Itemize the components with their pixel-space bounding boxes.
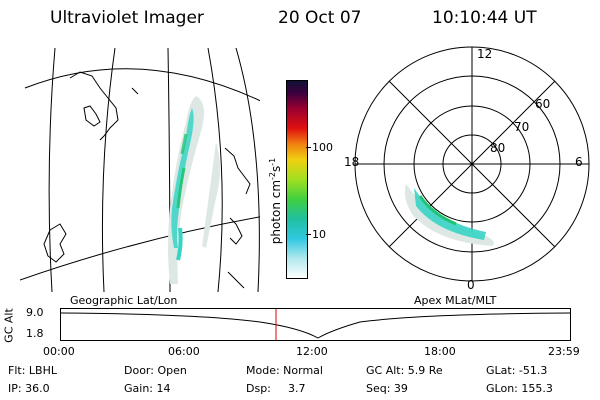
timeline-xtick: 00:00	[43, 345, 75, 358]
mode-info: Mode: Normal	[246, 364, 323, 377]
geographic-caption: Geographic Lat/Lon	[70, 294, 178, 307]
mlat-label-60: 60	[535, 97, 550, 111]
gc-alt-info: GC Alt: 5.9 Re	[366, 364, 443, 377]
timeline-axis-label: GC Alt	[2, 308, 16, 343]
mlt-label-bottom: 0	[467, 278, 475, 292]
timeline-xtick: 12:00	[296, 345, 328, 358]
ip-info: IP: 36.0	[8, 382, 50, 395]
door-info: Door: Open	[124, 364, 187, 377]
timeline-xtick: 23:59	[548, 345, 580, 358]
timeline-ylabel-max: 9.0	[26, 306, 44, 319]
coastline	[224, 147, 251, 195]
orbit-timeline	[60, 308, 571, 341]
aurora-geographic	[168, 96, 220, 284]
coastline	[131, 87, 139, 95]
mlt-label-left: 18	[344, 155, 359, 169]
map-grid-line	[48, 48, 56, 292]
seq-info: Seq: 39	[366, 382, 408, 395]
colorbar-tick-label: 100	[312, 141, 333, 154]
altitude-curve	[60, 312, 571, 339]
polar-plot: 12 18 6 0 60 70 80	[344, 46, 590, 292]
polar-spoke	[388, 80, 556, 248]
aurora-magnetic	[404, 184, 494, 246]
gain-info: Gain: 14	[124, 382, 171, 395]
geographic-map	[20, 48, 260, 292]
coastline	[43, 223, 67, 263]
coastline	[83, 105, 101, 127]
time-label: 10:10:44 UT	[432, 8, 537, 28]
map-grid-line	[101, 48, 116, 292]
timeline-xtick: 18:00	[424, 345, 456, 358]
coastline	[227, 271, 245, 289]
magnetic-caption: Apex MLat/MLT	[414, 294, 497, 307]
colorbar-tick	[306, 147, 311, 148]
dsp-value: 3.7	[288, 382, 306, 395]
map-grid-line	[24, 68, 260, 102]
colorbar-unit-label: photon cm-2s-1	[268, 157, 283, 245]
timeline-xtick: 06:00	[168, 345, 200, 358]
coastline	[229, 217, 243, 245]
coastline	[69, 71, 119, 141]
glat-info: GLat: -51.3	[486, 364, 548, 377]
colorbar-tick-label: 10	[312, 228, 326, 241]
map-grid-line	[20, 216, 260, 281]
map-grid-line	[235, 48, 260, 292]
timeline-ylabel-min: 1.8	[26, 327, 44, 340]
colorbar	[286, 80, 308, 279]
mlat-label-70: 70	[514, 120, 529, 134]
map-grid-line	[207, 48, 223, 292]
dsp-label: Dsp:	[246, 382, 271, 395]
date-label: 20 Oct 07	[278, 8, 362, 28]
mlat-label-80: 80	[490, 141, 505, 155]
mlt-label-right: 6	[575, 155, 583, 169]
filter-info: Flt: LBHL	[8, 364, 57, 377]
glon-info: GLon: 155.3	[486, 382, 553, 395]
mlt-label-top: 12	[477, 47, 492, 61]
colorbar-tick	[306, 234, 311, 235]
instrument-title: Ultraviolet Imager	[50, 8, 204, 28]
